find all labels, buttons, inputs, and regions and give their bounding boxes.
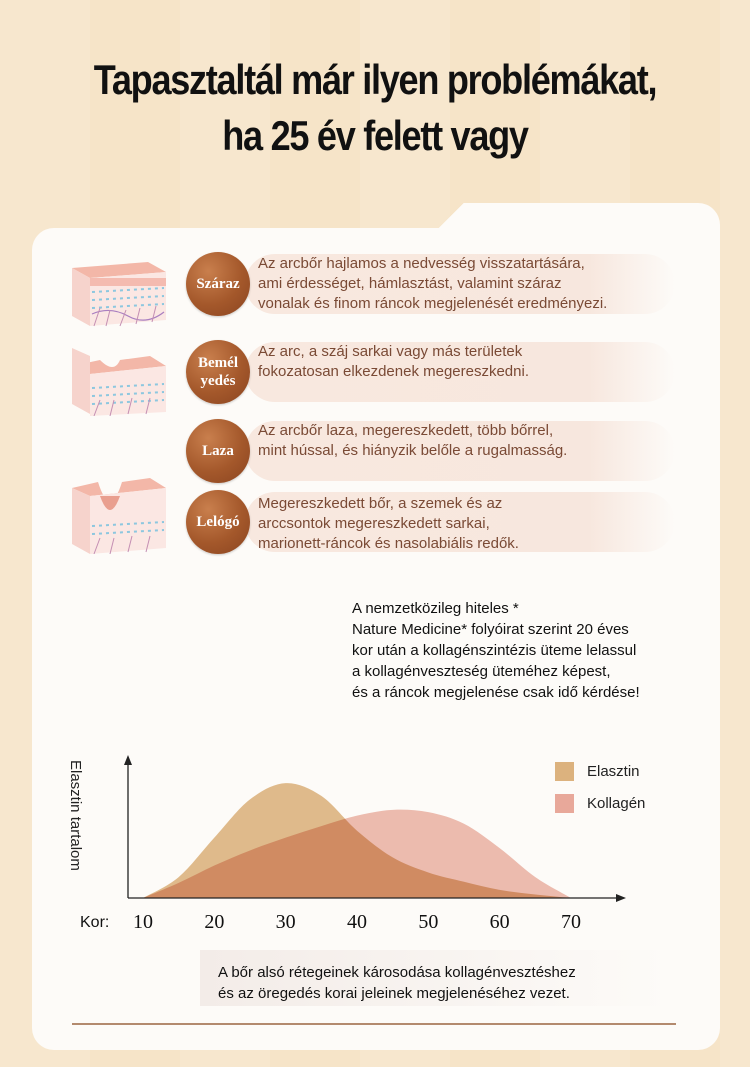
problem-text: Megereszkedett bőr, a szemek és az arccs… [258,495,519,552]
legend-label-collagen: Kollagén [587,794,646,812]
x-axis-arrow [616,894,626,902]
journal-note: A nemzetközileg hiteles * Nature Medicin… [352,600,640,701]
skin-layer-fold-icon [72,478,166,554]
x-tick-label: 20 [204,911,225,933]
problem-pill [245,254,675,314]
footer-shade [200,950,670,1006]
x-tick-label: 10 [133,911,153,933]
x-axis-prefix: Kor: [80,914,110,931]
problem-row-sagging: Lelógó Megereszkedett bőr, a szemek és a… [70,474,680,556]
skin-layer-flat-icon [72,262,166,327]
footer-text: A bőr alsó rétegeinek károsodása kollagé… [218,964,576,1002]
legend-label-elastin: Elasztin [587,762,640,780]
problem-pill [245,421,675,481]
legend-swatch-elastin [555,761,574,781]
badge-depression: Bemél yedés [186,340,250,404]
divider-rule [72,1023,676,1025]
x-tick-label: 40 [347,911,367,933]
problem-row-depression: Bemél yedés Az arc, a száj sarkai vagy m… [70,336,680,418]
chart-svg [124,755,626,902]
x-tick-label: 50 [418,911,439,933]
legend-item-elastin: Elasztin [555,760,645,782]
area-collagen [143,809,571,898]
badge-dry: Száraz [186,252,250,316]
headline-line-2: ha 25 év felett vagy [222,112,529,159]
headline-line-1: Tapasztaltál már ilyen problémákat, [93,56,658,103]
headline: Tapasztaltál már ilyen problémákat, ha 2… [53,52,698,164]
legend-item-collagen: Kollagén [555,792,645,814]
y-axis-arrow [124,755,132,765]
problem-text: Az arcbőr hajlamos a nedvesség visszatar… [258,255,608,312]
problem-pill [245,492,675,552]
problem-row-dry: Száraz Az arcbőr hajlamos a nedvesség vi… [70,248,680,330]
card-tab [452,203,720,263]
problem-pill [245,342,675,402]
skin-layer-dent-icon [72,348,166,416]
x-tick-label: 60 [489,911,510,933]
x-tick-label: 70 [561,911,581,933]
chart-legend: Elasztin Kollagén [555,760,645,824]
badge-loose: Laza [186,419,250,483]
problem-text: Az arc, a száj sarkai vagy más területek… [258,343,529,380]
problem-text: Az arcbőr laza, megereszkedett, több bőr… [258,422,568,459]
badge-sagging: Lelógó [186,490,250,554]
problem-row-loose: Laza Az arcbőr laza, megereszkedett, töb… [70,415,680,497]
legend-swatch-collagen [555,793,574,813]
x-tick-label: 30 [275,911,296,933]
